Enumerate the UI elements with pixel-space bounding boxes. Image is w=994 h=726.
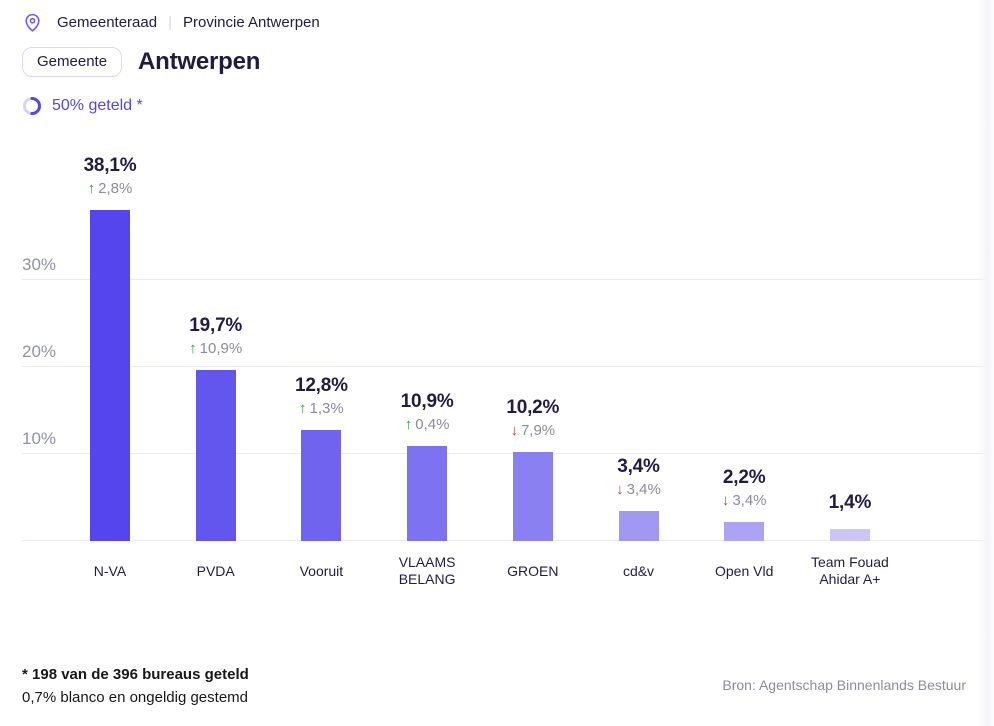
down-arrow-icon: ↓	[721, 491, 730, 509]
breadcrumb-item-provincie-antwerpen[interactable]: Provincie Antwerpen	[182, 13, 320, 31]
bar-value-label: 19,7%	[189, 314, 243, 336]
progress-ring-icon	[22, 96, 42, 116]
bar-group: 10,9% ↑ 0,4%	[372, 391, 482, 541]
bar-category-label: N-VA	[93, 562, 127, 579]
bar[interactable]	[407, 446, 448, 541]
y-tick-label: 20%	[22, 342, 57, 361]
bar-category-label: PVDA	[196, 562, 235, 579]
gemeente-badge: Gemeente	[22, 47, 123, 77]
gridline	[22, 279, 985, 280]
bar-value-label: 2,2%	[722, 466, 766, 488]
bar-category-label: Team Fouad Ahidar A+	[810, 554, 889, 587]
breadcrumb: Gemeenteraad | Provincie Antwerpen	[22, 10, 320, 34]
bar-group: 3,4% ↓ 3,4%	[584, 456, 694, 541]
bar-category-label: VLAAMS BELANG	[398, 554, 456, 587]
bar-category-label: cd&v	[622, 562, 655, 579]
bar-group: 2,2% ↓ 3,4%	[689, 467, 799, 541]
x-axis-line	[22, 540, 985, 541]
bar-category-label: Vooruit	[299, 562, 344, 579]
y-tick-label: 10%	[22, 429, 57, 448]
bar-group: 10,2% ↓ 7,9%	[478, 397, 588, 541]
bar[interactable]	[195, 369, 236, 541]
map-pin-icon	[22, 12, 43, 33]
y-tick-label: 30%	[22, 255, 57, 274]
bar-value-label: 1,4%	[828, 491, 872, 513]
bar-category-label: Open Vld	[715, 562, 774, 579]
bar[interactable]	[724, 521, 765, 541]
up-arrow-icon: ↑	[404, 416, 413, 434]
source-attribution: Bron: Agentschap Binnenlands Bestuur	[722, 677, 966, 693]
footnotes: * 198 van de 396 bureaus geteld 0,7% bla…	[22, 663, 249, 709]
bar-category-label: GROEN	[507, 562, 559, 579]
gridline	[22, 453, 985, 454]
bar-change-label: ↓ 3,4%	[721, 491, 767, 509]
bar-change-label: ↓ 3,4%	[616, 481, 661, 499]
bar[interactable]	[90, 209, 130, 541]
bar-change-label: ↑ 2,8%	[87, 179, 133, 197]
counted-percentage-label: 50% geteld *	[52, 97, 143, 114]
bar-value-label: 12,8%	[294, 374, 348, 396]
down-arrow-icon: ↓	[616, 481, 624, 499]
bar-value-label: 38,1%	[83, 154, 137, 176]
bar-value-label: 3,4%	[617, 456, 660, 478]
bar-group: 38,1% ↑ 2,8%	[55, 155, 165, 541]
bar[interactable]	[618, 511, 659, 541]
up-arrow-icon: ↑	[189, 339, 197, 357]
bar[interactable]	[301, 429, 342, 541]
footnote-blanco: 0,7% blanco en ongeldig gestemd	[22, 689, 248, 706]
bar[interactable]	[829, 528, 870, 541]
bar-group: 12,8% ↑ 1,3%	[266, 375, 376, 541]
bar-group: 1,4%	[795, 492, 905, 541]
progress-row: 50% geteld *	[22, 96, 143, 116]
bar[interactable]	[512, 452, 553, 541]
page-title: Antwerpen	[138, 48, 261, 75]
up-arrow-icon: ↑	[299, 399, 307, 417]
bar-group: 19,7% ↑ 10,9%	[161, 315, 271, 541]
breadcrumb-item-gemeenteraad[interactable]: Gemeenteraad	[57, 13, 158, 31]
bar-value-label: 10,2%	[506, 397, 560, 419]
up-arrow-icon: ↑	[87, 179, 96, 197]
down-arrow-icon: ↓	[510, 422, 518, 440]
breadcrumb-separator: |	[168, 13, 172, 31]
bar-change-label: ↓ 7,9%	[510, 422, 556, 440]
bar-change-label: ↑ 0,4%	[404, 416, 450, 434]
title-row: Gemeente Antwerpen	[22, 47, 260, 77]
bar-change-label: ↑ 1,3%	[299, 399, 344, 417]
bar-change-label: ↑ 10,9%	[189, 339, 243, 357]
bar-value-label: 10,9%	[400, 391, 454, 413]
footnote-bureaus: * 198 van de 396 bureaus geteld	[22, 666, 249, 683]
gridline	[22, 366, 985, 367]
